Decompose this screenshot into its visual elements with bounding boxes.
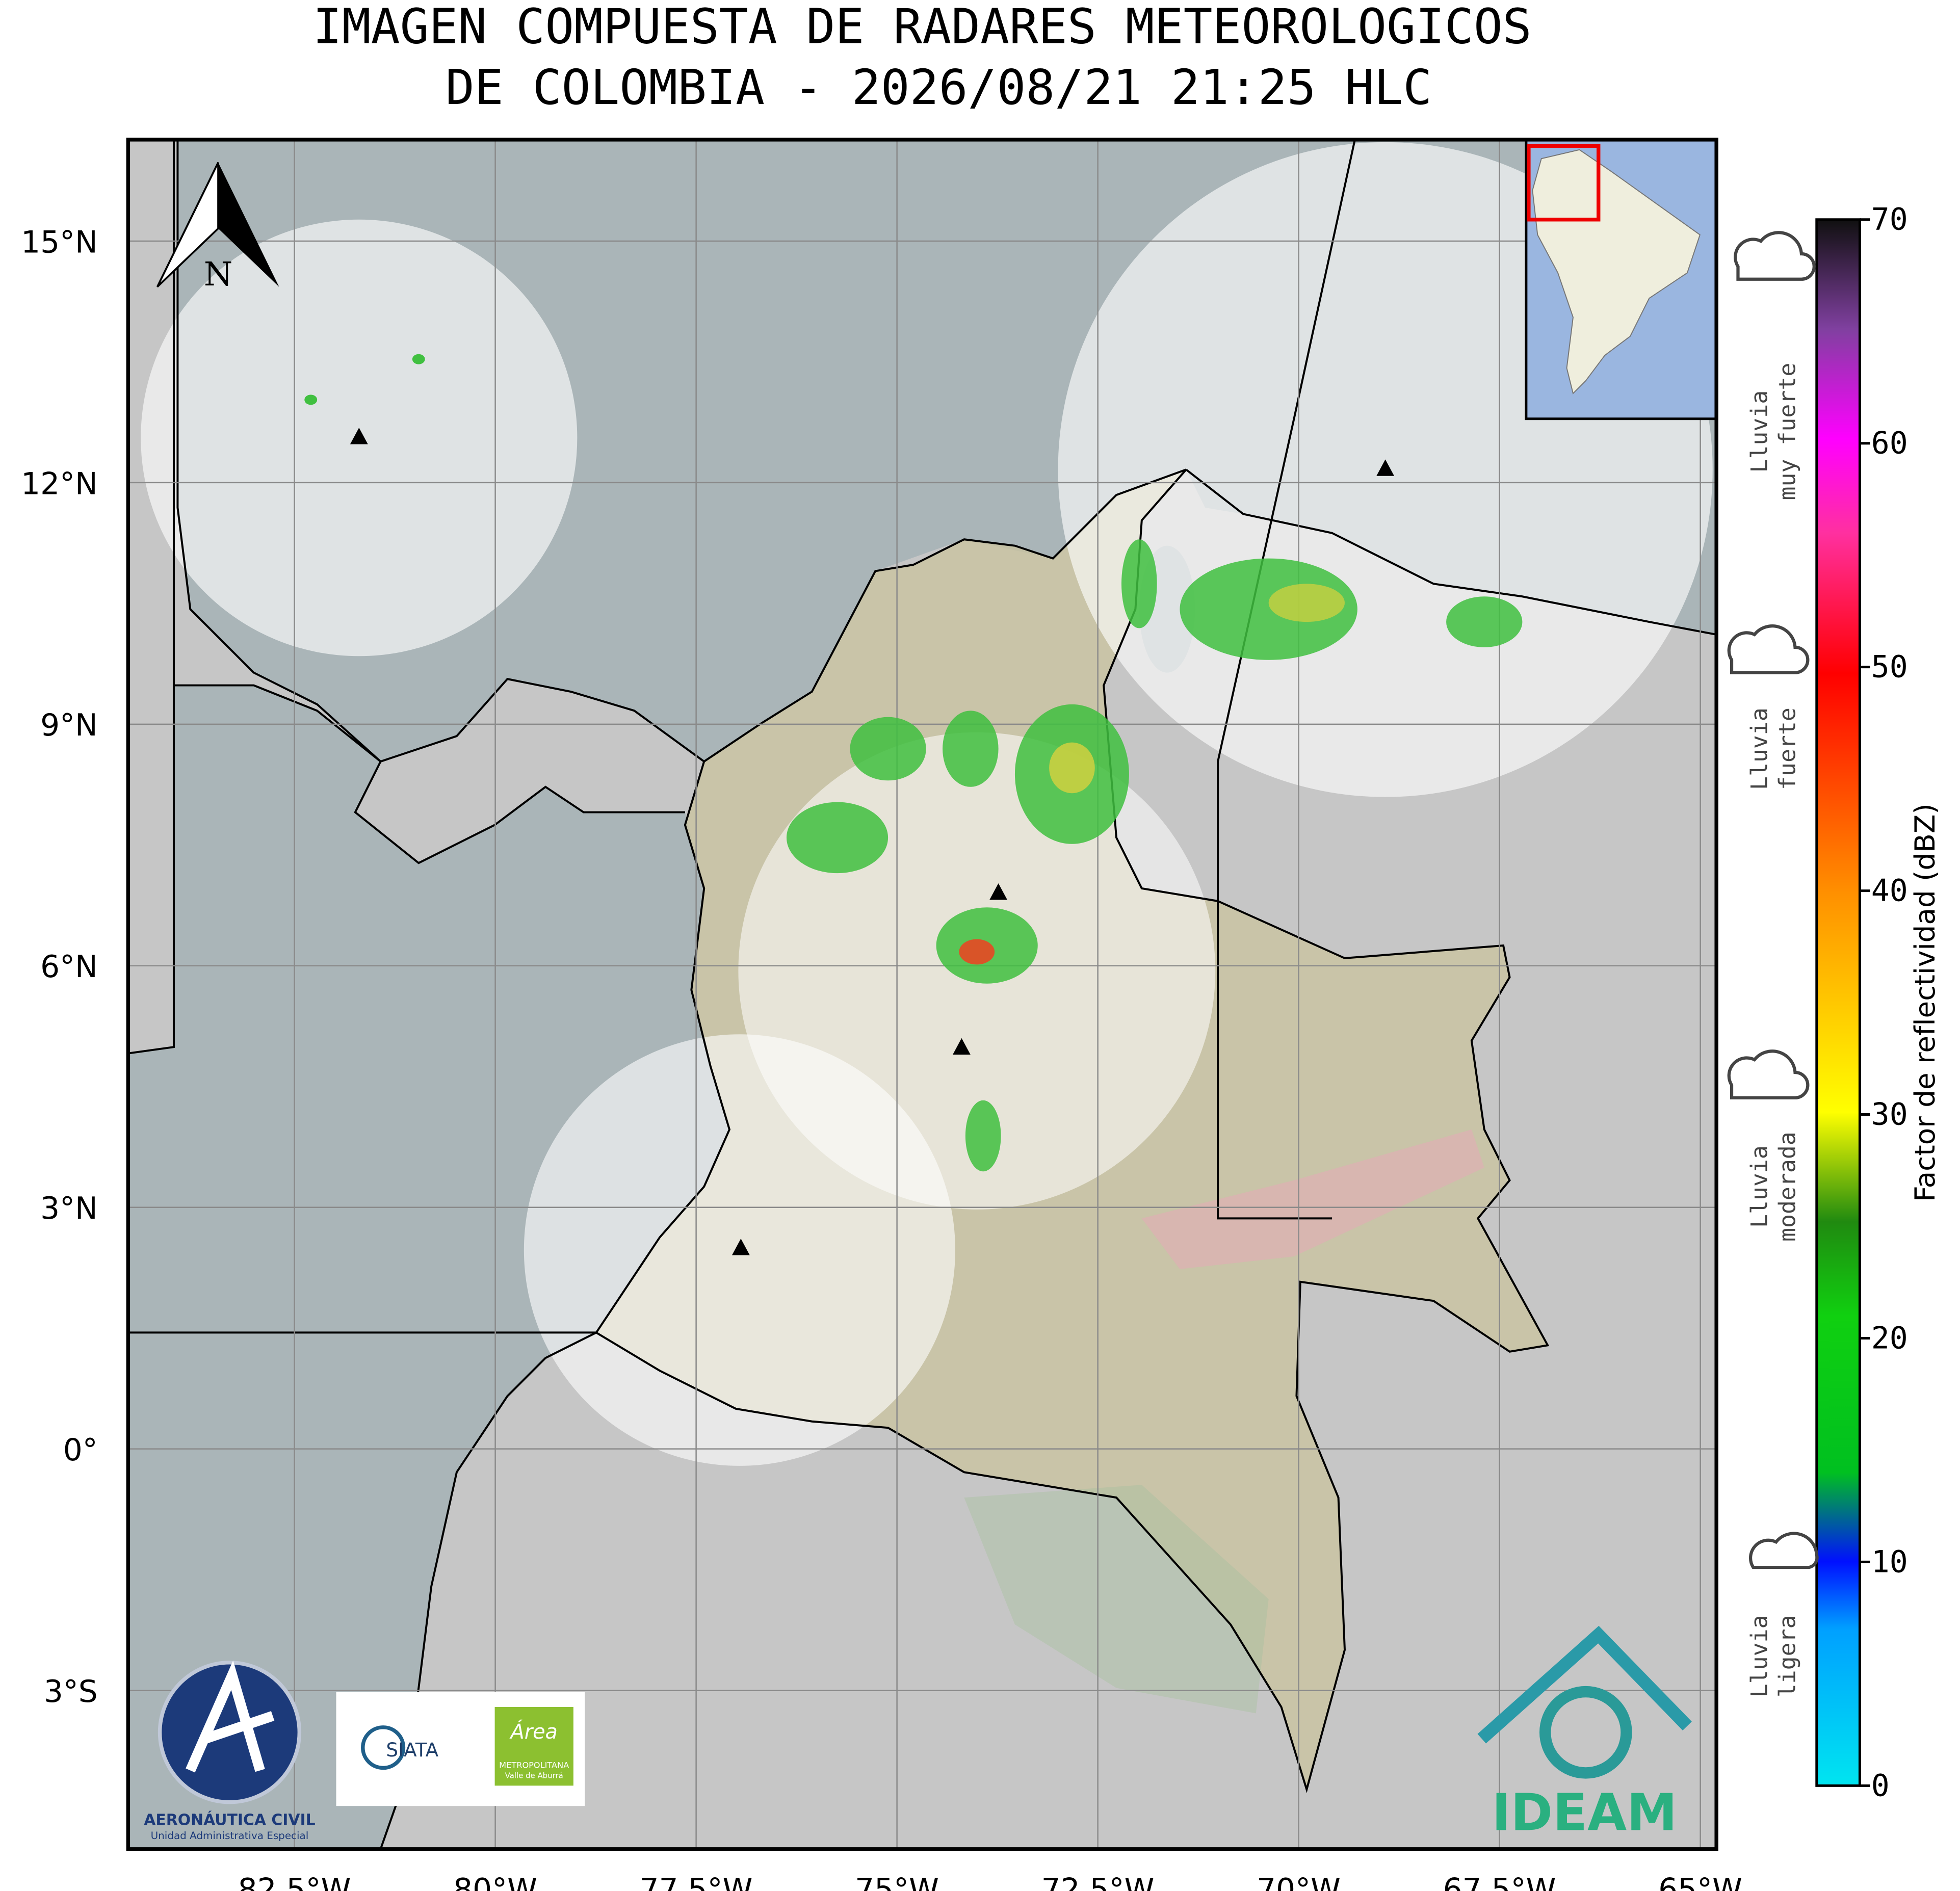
cloud-icon [1734,231,1816,281]
title-line: IMAGEN COMPUESTA DE RADARES METEOROLOGIC… [313,0,1532,55]
echo [965,1100,1001,1172]
x-tick-label: 77.5°W [640,1872,753,1891]
colorbar-tick-label: 60 [1871,426,1908,461]
colorbar-tick-label: 20 [1871,1321,1908,1356]
radar-echoes [304,354,1523,1172]
x-tick-label: 75°W [855,1872,939,1891]
axis-labels: 82.5°W 80°W 77.5°W 75°W 72.5°W 70°W 67.5°W 65°W… [21,225,1742,1891]
echo [786,802,888,874]
logo-text: IDEAM [1492,1783,1677,1842]
y-tick-label: 3°N [40,1191,98,1226]
logo-text: METROPOLITANA [499,1760,569,1770]
echo [1121,539,1157,628]
rain-label: fuerte [1773,707,1800,790]
ideam-roof [1477,1625,1692,1744]
inset-continent [1532,149,1701,395]
y-tick-label: 9°N [40,708,98,743]
cloud-icon [1748,1532,1819,1569]
borders [128,139,1717,1849]
cloud-icon [1727,1049,1810,1099]
radar-site [989,883,1008,900]
cloud-icon [1727,624,1810,674]
echo [1180,558,1357,660]
radar-sites [350,428,1395,1255]
x-tick-label: 65°W [1658,1872,1742,1891]
radar-site [731,1239,750,1255]
colorbar-tick-label: 70 [1871,202,1908,238]
x-tick-label: 70°W [1257,1872,1341,1891]
logo-text: Unidad Administrativa Especial [151,1830,309,1842]
x-tick-label: 67.5°W [1443,1872,1556,1891]
terrain [1141,1130,1484,1269]
inset-map [1525,139,1717,421]
colorbar-tick-label: 10 [1871,1544,1908,1580]
y-tick-label: 12°N [21,466,98,502]
inset-extent [1527,144,1601,222]
map-frame [126,138,1718,1851]
echo [850,717,926,781]
pacific-ocean [128,685,729,1849]
echo [959,939,995,965]
y-tick-label: 6°N [40,950,98,985]
logos: AERONÁUTICA CIVIL Unidad Administrativa … [144,1625,1692,1842]
rain-label: Lluvia [1746,707,1773,790]
y-tick-label: 0° [63,1433,98,1468]
rain-label: ligera [1773,1615,1800,1697]
echo [412,354,425,364]
radar-site [350,428,368,444]
echo [943,711,999,787]
aeronautica-mark [186,1660,275,1773]
logo-text: AERONÁUTICA CIVIL [144,1811,315,1829]
radar-site [952,1038,971,1055]
rain-label: moderada [1773,1132,1800,1242]
logo-text: Área [509,1720,557,1744]
logo-text: SIATA [386,1739,438,1761]
colorbar-tick-label: 50 [1871,650,1908,685]
colorbar-ramp [1815,218,1861,1787]
rain-label: Lluvia [1746,390,1773,473]
title-line: DE COLOMBIA - 2026/08/21 21:25 HLC [446,60,1432,116]
echo [1049,742,1095,794]
colorbar-tick-label: 0 [1871,1768,1890,1803]
echo [1268,584,1345,622]
siata-sun [361,1725,406,1770]
area-logo [494,1706,573,1786]
terrain [964,1485,1269,1714]
colorbar: Factor de reflectividad (dBZ) 0 10 20 30 40 5… [1815,202,1941,1803]
ideam-swirl [1539,1686,1632,1779]
logo-text: Valle de Aburrá [505,1771,563,1780]
echo [1446,596,1523,647]
rain-label: Lluvia [1746,1615,1773,1697]
rain-legend [1727,231,1819,1569]
radar-site [1376,459,1395,476]
graticule [128,139,1717,1849]
x-tick-label: 82.5°W [238,1872,351,1891]
colorbar-tick-label: 30 [1871,1097,1908,1132]
y-tick-label: 15°N [21,225,98,260]
colorbar-label: Factor de reflectividad (dBZ) [1909,803,1941,1202]
colorbar-tick-label: 40 [1871,873,1908,908]
x-tick-label: 72.5°W [1041,1872,1155,1891]
rain-label: muy fuerte [1773,363,1800,501]
map-area: N AERONÁUTICA CIVIL Unidad Administrativ… [128,139,1717,1849]
north-label: N [204,255,233,294]
x-tick-label: 80°W [453,1872,537,1891]
rain-label: Lluvia [1746,1145,1773,1228]
y-tick-label: 3°S [44,1674,98,1710]
echo [304,395,318,405]
